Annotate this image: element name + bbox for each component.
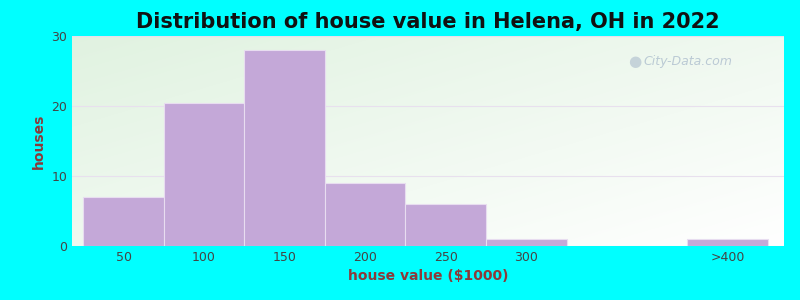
Text: City-Data.com: City-Data.com xyxy=(643,55,732,68)
Title: Distribution of house value in Helena, OH in 2022: Distribution of house value in Helena, O… xyxy=(136,12,720,32)
Bar xyxy=(687,239,768,246)
Bar xyxy=(83,197,164,246)
Text: ●: ● xyxy=(628,54,641,69)
Y-axis label: houses: houses xyxy=(32,113,46,169)
Bar xyxy=(325,183,406,246)
Bar xyxy=(164,103,244,246)
Bar xyxy=(406,204,486,246)
Bar xyxy=(486,239,566,246)
Bar xyxy=(244,50,325,246)
X-axis label: house value ($1000): house value ($1000) xyxy=(348,269,508,284)
